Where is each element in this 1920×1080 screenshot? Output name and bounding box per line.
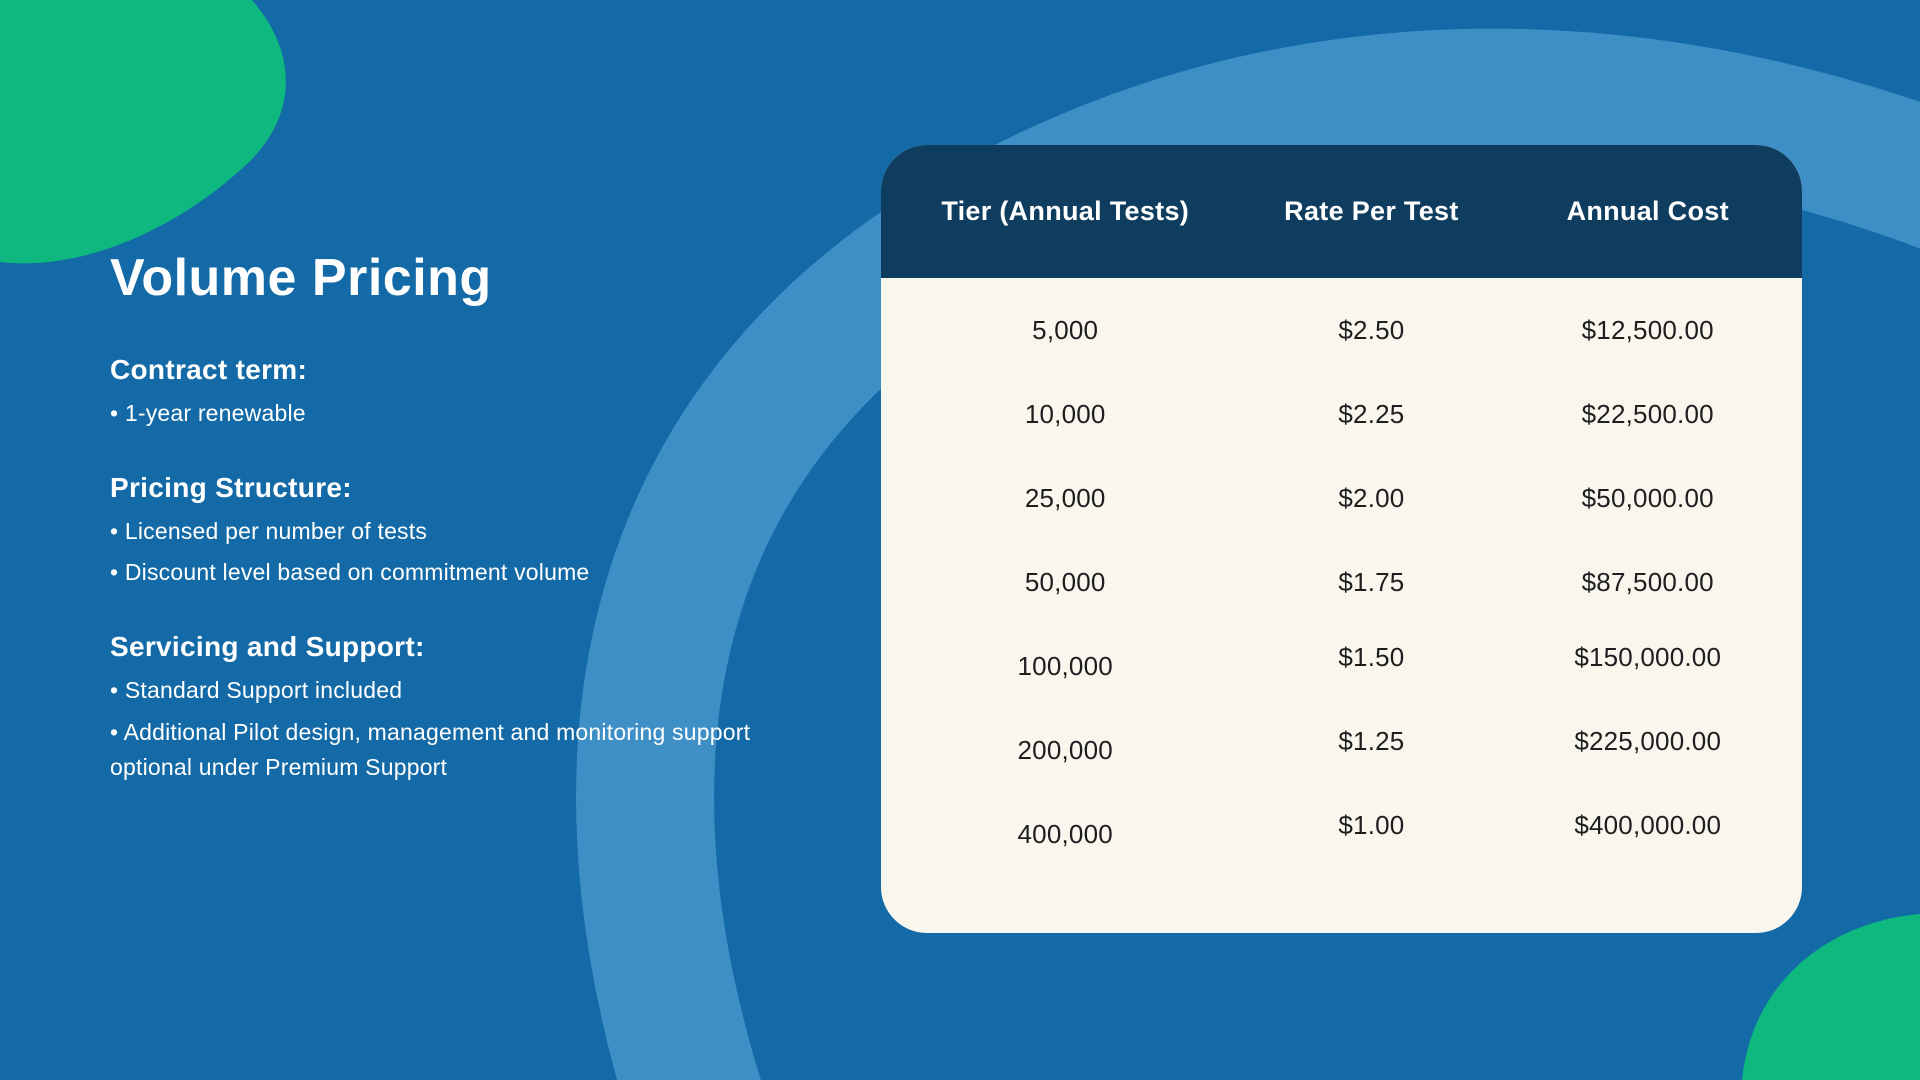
cell-annual-cost: $400,000.00 bbox=[1574, 809, 1722, 840]
bullet-item: • Discount level based on commitment vol… bbox=[110, 559, 590, 586]
pricing-table-header: Tier (Annual Tests) Rate Per Test Annual… bbox=[881, 145, 1802, 278]
section-contract-term: Contract term: • 1-year renewable bbox=[110, 354, 830, 432]
cell-tier: 50,000 bbox=[1024, 566, 1106, 597]
table-row: 50,000 $1.75 $87,500.00 bbox=[881, 540, 1802, 624]
cell-tier: 5,000 bbox=[1032, 314, 1099, 345]
cell-annual-cost: $12,500.00 bbox=[1581, 314, 1714, 345]
cell-tier: 200,000 bbox=[1017, 734, 1113, 765]
cell-rate: $2.00 bbox=[1338, 482, 1405, 513]
cell-rate: $1.00 bbox=[1338, 809, 1405, 840]
cell-rate: $1.75 bbox=[1338, 566, 1405, 597]
cell-rate: $1.25 bbox=[1338, 725, 1405, 756]
cell-rate: $1.50 bbox=[1338, 641, 1405, 672]
cell-annual-cost: $87,500.00 bbox=[1581, 566, 1714, 597]
green-blob-top-left bbox=[0, 0, 286, 264]
pricing-table: Tier (Annual Tests) Rate Per Test Annual… bbox=[881, 145, 1802, 933]
green-blob-bottom-right bbox=[1742, 914, 1920, 1080]
cell-tier: 10,000 bbox=[1024, 398, 1106, 429]
table-row: 10,000 $2.25 $22,500.00 bbox=[881, 372, 1802, 456]
bullet-item: • Licensed per number of tests bbox=[110, 517, 428, 544]
cell-tier: 400,000 bbox=[1017, 818, 1113, 849]
cell-rate: $2.25 bbox=[1338, 398, 1405, 429]
cell-annual-cost: $50,000.00 bbox=[1581, 482, 1714, 513]
column-header-rate: Rate Per Test bbox=[1284, 196, 1459, 226]
section-heading-servicing-support: Servicing and Support: bbox=[110, 630, 425, 662]
column-header-annual-cost: Annual Cost bbox=[1566, 196, 1729, 226]
table-row: 200,000 $1.25 $225,000.00 bbox=[881, 708, 1802, 792]
section-heading-contract-term: Contract term: bbox=[110, 354, 308, 385]
table-row: 400,000 $1.00 $400,000.00 bbox=[881, 792, 1802, 876]
section-pricing-structure: Pricing Structure: • Licensed per number… bbox=[110, 472, 830, 591]
bullet-item: • 1-year renewable bbox=[110, 400, 306, 426]
cell-tier: 25,000 bbox=[1024, 482, 1106, 513]
cell-tier: 100,000 bbox=[1017, 650, 1113, 681]
section-heading-pricing-structure: Pricing Structure: bbox=[110, 471, 352, 503]
column-header-tier: Tier (Annual Tests) bbox=[941, 196, 1190, 226]
bullet-item: • Standard Support included bbox=[110, 676, 403, 703]
bullet-item: • Additional Pilot design, management an… bbox=[110, 718, 751, 781]
pricing-table-body: 5,000 $2.50 $12,500.00 10,000 $2.25 $22,… bbox=[881, 278, 1802, 876]
cell-annual-cost: $150,000.00 bbox=[1574, 641, 1722, 672]
cell-annual-cost: $22,500.00 bbox=[1581, 398, 1714, 429]
cell-annual-cost: $225,000.00 bbox=[1574, 725, 1722, 756]
section-servicing-support: Servicing and Support: • Standard Suppor… bbox=[110, 631, 830, 786]
left-panel: Volume Pricing Contract term: • 1-year r… bbox=[110, 248, 830, 826]
table-row: 5,000 $2.50 $12,500.00 bbox=[881, 288, 1802, 372]
page-title: Volume Pricing bbox=[110, 249, 492, 307]
cell-rate: $2.50 bbox=[1338, 314, 1405, 345]
table-row: 100,000 $1.50 $150,000.00 bbox=[881, 624, 1802, 708]
table-row: 25,000 $2.00 $50,000.00 bbox=[881, 456, 1802, 540]
